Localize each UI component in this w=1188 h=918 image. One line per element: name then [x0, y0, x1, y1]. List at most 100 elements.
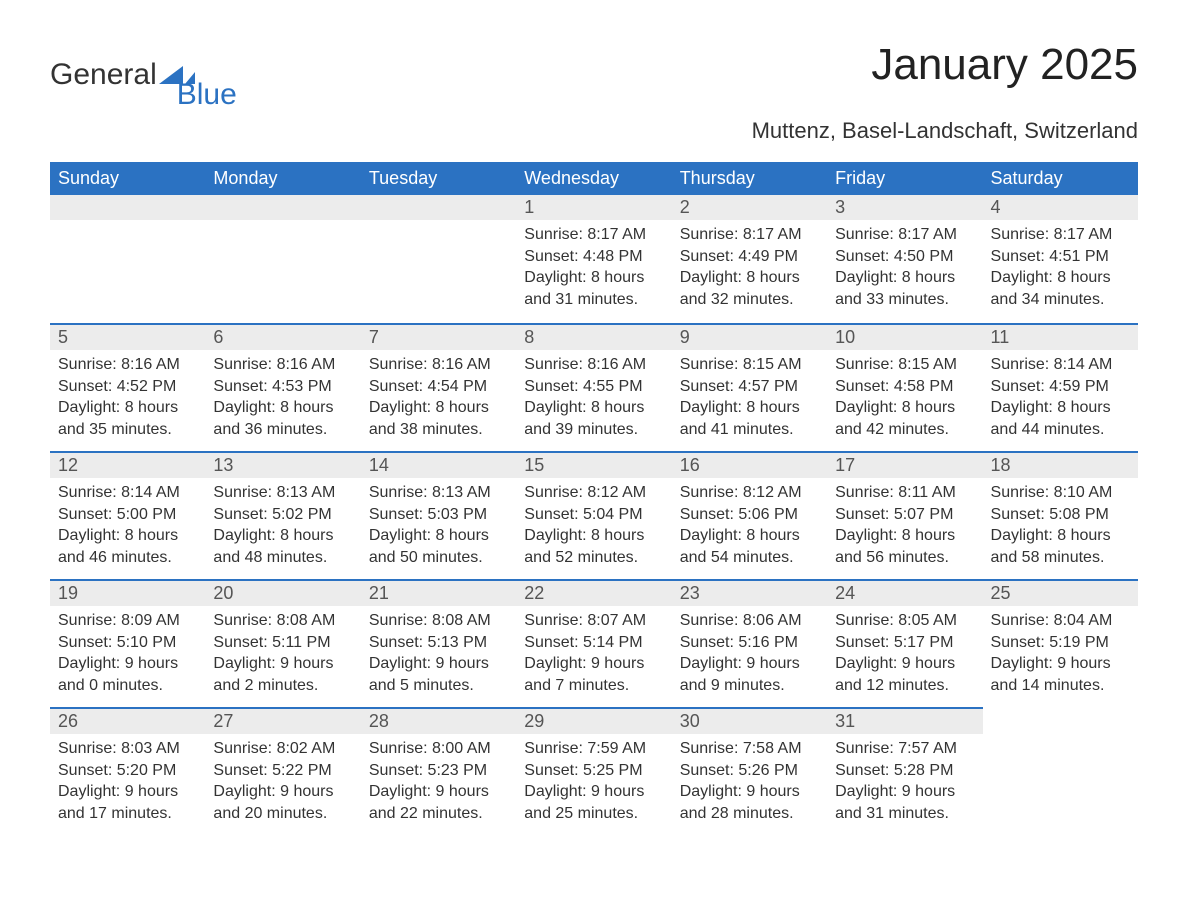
sunrise-line: Sunrise: 8:14 AM: [58, 482, 197, 504]
day-body: Sunrise: 8:12 AMSunset: 5:06 PMDaylight:…: [672, 478, 827, 578]
calendar-cell: 30Sunrise: 7:58 AMSunset: 5:26 PMDayligh…: [672, 707, 827, 835]
day-body: Sunrise: 7:57 AMSunset: 5:28 PMDaylight:…: [827, 734, 982, 834]
sunset-line: Sunset: 5:14 PM: [524, 632, 663, 654]
day-body: Sunrise: 8:08 AMSunset: 5:13 PMDaylight:…: [361, 606, 516, 706]
day-number: 6: [205, 323, 360, 350]
day-number: 5: [50, 323, 205, 350]
calendar-cell: 27Sunrise: 8:02 AMSunset: 5:22 PMDayligh…: [205, 707, 360, 835]
daylight-line: Daylight: 9 hours and 12 minutes.: [835, 653, 974, 696]
sunrise-line: Sunrise: 8:16 AM: [524, 354, 663, 376]
daylight-line: Daylight: 8 hours and 44 minutes.: [991, 397, 1130, 440]
day-body: Sunrise: 8:09 AMSunset: 5:10 PMDaylight:…: [50, 606, 205, 706]
day-body: Sunrise: 8:05 AMSunset: 5:17 PMDaylight:…: [827, 606, 982, 706]
calendar-cell: 18Sunrise: 8:10 AMSunset: 5:08 PMDayligh…: [983, 451, 1138, 579]
day-number: 10: [827, 323, 982, 350]
calendar-cell: 31Sunrise: 7:57 AMSunset: 5:28 PMDayligh…: [827, 707, 982, 835]
day-number: 4: [983, 195, 1138, 220]
daylight-line: Daylight: 8 hours and 41 minutes.: [680, 397, 819, 440]
header: General Blue January 2025: [50, 40, 1138, 112]
col-head: Wednesday: [516, 162, 671, 195]
day-number: 17: [827, 451, 982, 478]
day-body: Sunrise: 8:14 AMSunset: 4:59 PMDaylight:…: [983, 350, 1138, 450]
daylight-line: Daylight: 8 hours and 52 minutes.: [524, 525, 663, 568]
sunrise-line: Sunrise: 8:07 AM: [524, 610, 663, 632]
sunset-line: Sunset: 5:02 PM: [213, 504, 352, 526]
logo-text-blue: Blue: [177, 78, 237, 112]
sunset-line: Sunset: 4:51 PM: [991, 246, 1130, 268]
sunset-line: Sunset: 5:20 PM: [58, 760, 197, 782]
day-number: 15: [516, 451, 671, 478]
daylight-line: Daylight: 8 hours and 35 minutes.: [58, 397, 197, 440]
day-number: 24: [827, 579, 982, 606]
sunrise-line: Sunrise: 8:08 AM: [213, 610, 352, 632]
day-body: Sunrise: 8:17 AMSunset: 4:48 PMDaylight:…: [516, 220, 671, 320]
day-number: 12: [50, 451, 205, 478]
day-number: 29: [516, 707, 671, 734]
day-body: Sunrise: 8:10 AMSunset: 5:08 PMDaylight:…: [983, 478, 1138, 578]
day-number: 8: [516, 323, 671, 350]
calendar-table: Sunday Monday Tuesday Wednesday Thursday…: [50, 162, 1138, 835]
daylight-line: Daylight: 8 hours and 58 minutes.: [991, 525, 1130, 568]
day-number: [983, 707, 1138, 734]
day-number: 28: [361, 707, 516, 734]
sunrise-line: Sunrise: 8:11 AM: [835, 482, 974, 504]
sunset-line: Sunset: 5:25 PM: [524, 760, 663, 782]
sunset-line: Sunset: 4:57 PM: [680, 376, 819, 398]
calendar-cell: 12Sunrise: 8:14 AMSunset: 5:00 PMDayligh…: [50, 451, 205, 579]
day-number: 9: [672, 323, 827, 350]
calendar-week-row: 26Sunrise: 8:03 AMSunset: 5:20 PMDayligh…: [50, 707, 1138, 835]
calendar-cell: 17Sunrise: 8:11 AMSunset: 5:07 PMDayligh…: [827, 451, 982, 579]
sunset-line: Sunset: 4:58 PM: [835, 376, 974, 398]
sunrise-line: Sunrise: 8:06 AM: [680, 610, 819, 632]
calendar-cell: [361, 195, 516, 323]
day-number: 20: [205, 579, 360, 606]
daylight-line: Daylight: 9 hours and 28 minutes.: [680, 781, 819, 824]
calendar-week-row: 12Sunrise: 8:14 AMSunset: 5:00 PMDayligh…: [50, 451, 1138, 579]
calendar-cell: 25Sunrise: 8:04 AMSunset: 5:19 PMDayligh…: [983, 579, 1138, 707]
sunrise-line: Sunrise: 8:02 AM: [213, 738, 352, 760]
logo: General Blue: [50, 40, 237, 112]
sunset-line: Sunset: 5:08 PM: [991, 504, 1130, 526]
sunset-line: Sunset: 5:28 PM: [835, 760, 974, 782]
calendar-cell: 23Sunrise: 8:06 AMSunset: 5:16 PMDayligh…: [672, 579, 827, 707]
sunset-line: Sunset: 4:55 PM: [524, 376, 663, 398]
sunrise-line: Sunrise: 7:57 AM: [835, 738, 974, 760]
sunset-line: Sunset: 5:03 PM: [369, 504, 508, 526]
day-body: [205, 220, 360, 234]
sunset-line: Sunset: 5:10 PM: [58, 632, 197, 654]
calendar-cell: 7Sunrise: 8:16 AMSunset: 4:54 PMDaylight…: [361, 323, 516, 451]
day-body: [983, 734, 1138, 748]
sunrise-line: Sunrise: 7:59 AM: [524, 738, 663, 760]
day-number: 22: [516, 579, 671, 606]
calendar-cell: 13Sunrise: 8:13 AMSunset: 5:02 PMDayligh…: [205, 451, 360, 579]
sunrise-line: Sunrise: 8:17 AM: [680, 224, 819, 246]
month-title: January 2025: [871, 40, 1138, 90]
day-body: Sunrise: 8:11 AMSunset: 5:07 PMDaylight:…: [827, 478, 982, 578]
logo-text-general: General: [50, 58, 157, 92]
calendar-cell: 2Sunrise: 8:17 AMSunset: 4:49 PMDaylight…: [672, 195, 827, 323]
day-number: 16: [672, 451, 827, 478]
sunset-line: Sunset: 4:54 PM: [369, 376, 508, 398]
calendar-cell: 16Sunrise: 8:12 AMSunset: 5:06 PMDayligh…: [672, 451, 827, 579]
daylight-line: Daylight: 8 hours and 46 minutes.: [58, 525, 197, 568]
daylight-line: Daylight: 8 hours and 48 minutes.: [213, 525, 352, 568]
calendar-cell: 19Sunrise: 8:09 AMSunset: 5:10 PMDayligh…: [50, 579, 205, 707]
day-number: 13: [205, 451, 360, 478]
sunset-line: Sunset: 4:50 PM: [835, 246, 974, 268]
daylight-line: Daylight: 9 hours and 0 minutes.: [58, 653, 197, 696]
day-body: Sunrise: 8:15 AMSunset: 4:57 PMDaylight:…: [672, 350, 827, 450]
sunset-line: Sunset: 5:23 PM: [369, 760, 508, 782]
col-head: Thursday: [672, 162, 827, 195]
calendar-cell: 3Sunrise: 8:17 AMSunset: 4:50 PMDaylight…: [827, 195, 982, 323]
calendar-cell: 24Sunrise: 8:05 AMSunset: 5:17 PMDayligh…: [827, 579, 982, 707]
daylight-line: Daylight: 9 hours and 25 minutes.: [524, 781, 663, 824]
day-number: [205, 195, 360, 220]
sunrise-line: Sunrise: 8:03 AM: [58, 738, 197, 760]
daylight-line: Daylight: 8 hours and 42 minutes.: [835, 397, 974, 440]
day-body: [50, 220, 205, 234]
daylight-line: Daylight: 8 hours and 31 minutes.: [524, 267, 663, 310]
day-body: Sunrise: 8:16 AMSunset: 4:55 PMDaylight:…: [516, 350, 671, 450]
day-number: 23: [672, 579, 827, 606]
sunrise-line: Sunrise: 7:58 AM: [680, 738, 819, 760]
day-body: Sunrise: 8:14 AMSunset: 5:00 PMDaylight:…: [50, 478, 205, 578]
